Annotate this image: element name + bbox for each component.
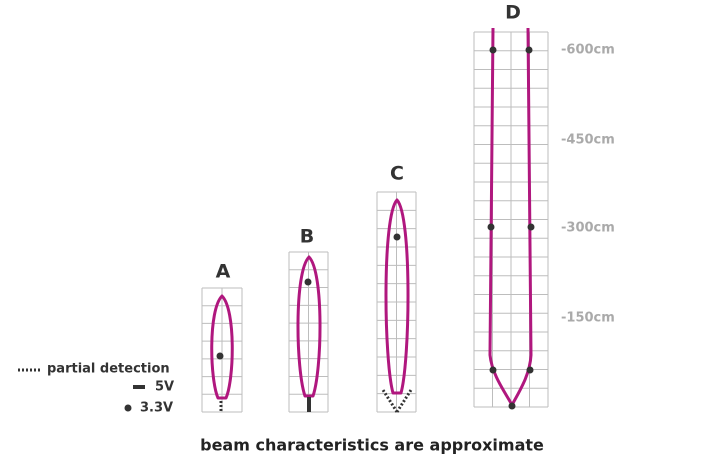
beam-label: B xyxy=(300,226,314,248)
scale-label: -450cm xyxy=(561,133,615,148)
partial-mark xyxy=(381,389,413,413)
legend-text: 3.3V xyxy=(140,401,173,416)
legend-text: partial detection xyxy=(47,362,170,377)
scale-label: -300cm xyxy=(561,221,615,236)
sensor-dot xyxy=(393,233,401,241)
sensor-dot xyxy=(304,278,312,286)
sensor-dots xyxy=(487,46,535,410)
legend-text: 5V xyxy=(155,380,174,395)
scale-label: -150cm xyxy=(561,311,615,326)
legend-3v3 xyxy=(124,404,132,412)
sensor-dot xyxy=(216,352,224,360)
beam-c xyxy=(384,198,410,395)
beam-a xyxy=(210,294,234,400)
beam-label: A xyxy=(216,261,231,283)
beam-b xyxy=(296,255,322,398)
beam-label: D xyxy=(505,2,521,24)
grids xyxy=(201,31,549,413)
scale-label: -600cm xyxy=(561,43,615,58)
beam-label: C xyxy=(390,163,404,185)
caption: beam characteristics are approximate xyxy=(200,436,544,455)
